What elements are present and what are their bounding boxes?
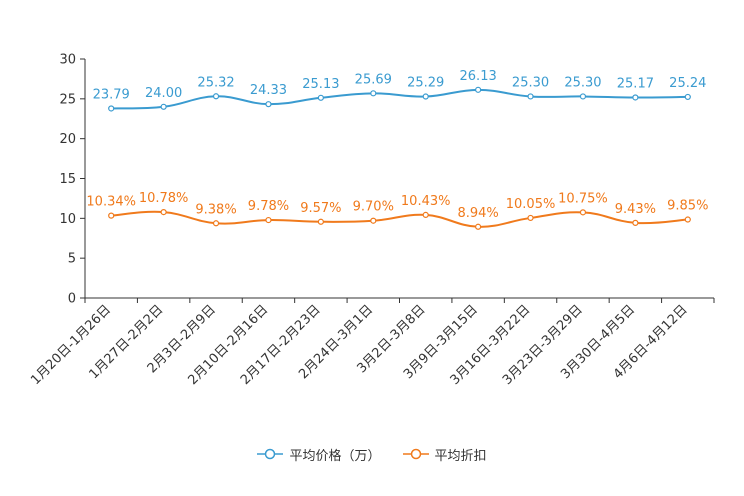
data-label: 8.94% (457, 206, 498, 221)
data-label: 25.13 (302, 77, 339, 92)
data-point[interactable] (212, 220, 220, 227)
data-label: 25.30 (512, 75, 549, 90)
data-point[interactable] (108, 105, 115, 112)
data-label: 10.75% (558, 191, 608, 206)
data-label: 10.43% (401, 194, 451, 209)
data-label: 25.24 (669, 76, 706, 91)
data-label: 25.69 (355, 72, 392, 87)
y-tick-label: 10 (59, 212, 76, 227)
data-label: 10.05% (506, 197, 556, 212)
data-point[interactable] (212, 93, 220, 100)
data-point[interactable] (265, 216, 272, 224)
data-label: 25.30 (564, 75, 601, 90)
legend-item-price[interactable]: 平均价格（万） (257, 445, 381, 464)
data-label: 24.33 (250, 83, 287, 98)
legend-label-discount: 平均折扣 (434, 448, 487, 464)
data-point[interactable] (632, 219, 639, 226)
data-point[interactable] (684, 93, 691, 101)
y-tick-label: 5 (68, 252, 76, 267)
y-tick-label: 20 (59, 132, 76, 147)
data-point[interactable] (579, 209, 587, 216)
data-point[interactable] (370, 217, 377, 224)
data-label: 10.78% (139, 191, 189, 206)
data-label: 9.78% (248, 199, 289, 214)
data-label: 26.13 (460, 69, 497, 84)
data-point[interactable] (108, 212, 115, 219)
y-tick-label: 15 (59, 172, 76, 187)
y-tick-label: 30 (59, 53, 76, 68)
data-label: 9.38% (195, 202, 236, 217)
data-point[interactable] (422, 93, 429, 100)
data-point[interactable] (684, 216, 691, 223)
data-point[interactable] (422, 211, 429, 219)
data-point[interactable] (579, 93, 587, 100)
data-point[interactable] (160, 103, 167, 110)
y-tick-label: 25 (59, 92, 76, 107)
data-point[interactable] (527, 214, 534, 222)
data-point[interactable] (632, 94, 639, 101)
data-label: 25.32 (197, 75, 234, 90)
data-point[interactable] (475, 223, 482, 230)
data-label: 9.57% (300, 201, 341, 216)
legend-swatch-discount-icon (402, 448, 429, 460)
data-label: 10.34% (86, 195, 136, 210)
y-tick-label: 0 (68, 292, 76, 307)
data-point[interactable] (160, 209, 167, 216)
legend-swatch-price-icon (257, 448, 284, 460)
data-label: 23.79 (93, 87, 130, 102)
legend-label-price: 平均价格（万） (289, 448, 381, 464)
data-label: 24.00 (145, 86, 182, 101)
data-point[interactable] (370, 90, 377, 97)
series-line-1 (111, 210, 688, 228)
data-label: 9.85% (667, 199, 708, 214)
data-point[interactable] (475, 86, 482, 93)
data-point[interactable] (317, 218, 324, 225)
data-label: 9.43% (615, 202, 656, 217)
data-label: 25.29 (407, 76, 444, 91)
data-label: 9.70% (353, 200, 394, 215)
series-line-0 (111, 88, 688, 110)
legend: 平均价格（万） 平均折扣 (0, 444, 744, 464)
data-label: 25.17 (617, 76, 654, 91)
data-point[interactable] (527, 93, 534, 100)
legend-item-discount[interactable]: 平均折扣 (402, 445, 487, 464)
data-point[interactable] (265, 101, 272, 108)
data-point[interactable] (317, 94, 324, 101)
